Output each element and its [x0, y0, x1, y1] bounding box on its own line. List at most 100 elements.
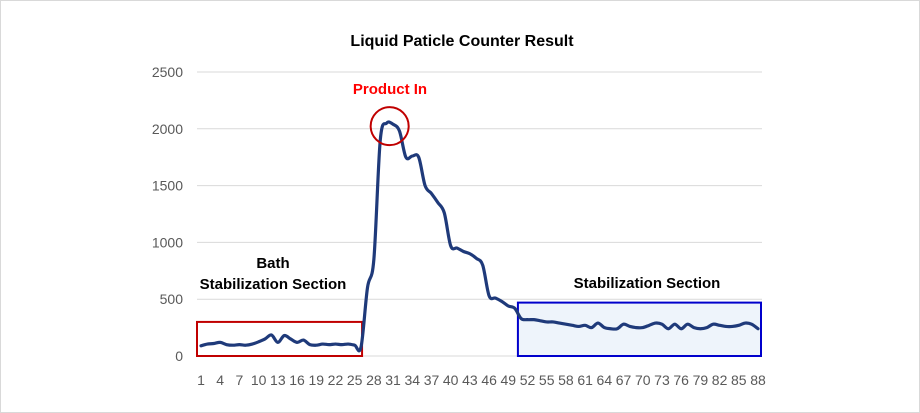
data-point: [283, 334, 286, 337]
x-tick-label: 82: [712, 372, 728, 388]
data-point: [475, 257, 478, 260]
data-point: [296, 341, 299, 344]
data-point: [488, 294, 491, 297]
x-tick-label: 52: [520, 372, 536, 388]
x-tick-label: 49: [501, 372, 517, 388]
data-point: [692, 326, 695, 329]
y-tick-label: 1500: [152, 178, 183, 194]
data-point: [347, 343, 350, 346]
data-point: [424, 184, 427, 187]
x-tick-label: 16: [289, 372, 305, 388]
data-point: [552, 320, 555, 323]
data-point: [232, 344, 235, 347]
x-tick-label: 43: [462, 372, 478, 388]
data-point: [200, 344, 203, 347]
x-tick-label: 67: [616, 372, 632, 388]
x-tick-label: 61: [577, 372, 593, 388]
data-point: [584, 324, 587, 327]
x-tick-label: 19: [308, 372, 324, 388]
peak-highlight-circle: [369, 106, 410, 147]
data-point: [494, 297, 497, 300]
data-point: [308, 343, 311, 346]
data-point: [737, 324, 740, 327]
data-point: [603, 326, 606, 329]
x-tick-label: 55: [539, 372, 555, 388]
data-point: [251, 343, 254, 346]
x-axis-tick-labels: 1 4 7 10 13 16 19 22 25 28 31 34 37 40 43 46 49 52 55 58 61 6…: [197, 372, 766, 388]
y-axis-tick-labels: 0 500 1000 1500 2000 2500: [152, 64, 183, 364]
data-point: [321, 343, 324, 346]
data-point: [302, 339, 305, 342]
x-tick-label: 13: [270, 372, 286, 388]
data-point: [590, 326, 593, 329]
data-point: [238, 343, 241, 346]
data-point: [257, 340, 260, 343]
data-point: [616, 327, 619, 330]
data-point: [558, 322, 561, 325]
x-tick-label: 64: [597, 372, 613, 388]
data-point: [481, 264, 484, 267]
data-point: [680, 327, 683, 330]
x-tick-label: 31: [385, 372, 401, 388]
product-in-label: Product In: [353, 81, 427, 98]
x-tick-label: 40: [443, 372, 459, 388]
data-point: [398, 130, 401, 133]
x-tick-label: 10: [251, 372, 267, 388]
series-layer: [199, 120, 760, 353]
y-tick-label: 500: [160, 291, 184, 307]
data-point: [212, 342, 215, 345]
data-point: [520, 317, 523, 320]
x-tick-label: 4: [216, 372, 224, 388]
data-point: [744, 322, 747, 325]
x-tick-label: 7: [236, 372, 244, 388]
data-point: [276, 341, 279, 344]
data-point: [628, 325, 631, 328]
data-point: [270, 333, 273, 336]
data-point: [340, 343, 343, 346]
x-tick-label: 25: [347, 372, 363, 388]
data-point: [596, 322, 599, 325]
data-point: [526, 318, 529, 321]
data-point: [264, 337, 267, 340]
data-point: [673, 323, 676, 326]
bath-label-line1: Bath: [256, 255, 289, 272]
data-point: [539, 319, 542, 322]
data-point: [635, 326, 638, 329]
series-line: [199, 120, 760, 353]
data-point: [757, 327, 760, 330]
data-point: [564, 323, 567, 326]
data-point: [513, 307, 516, 310]
x-tick-label: 76: [673, 372, 689, 388]
data-point: [718, 324, 721, 327]
data-point: [372, 258, 375, 261]
data-point: [699, 327, 702, 330]
data-point: [289, 337, 292, 340]
stabilization-section-label: Stabilization Section: [574, 275, 721, 292]
data-point: [648, 324, 651, 327]
data-point: [731, 325, 734, 328]
x-tick-label: 1: [197, 372, 205, 388]
data-point: [328, 343, 331, 346]
x-tick-label: 85: [731, 372, 747, 388]
x-tick-label: 88: [750, 372, 766, 388]
data-point: [654, 322, 657, 325]
data-point: [609, 327, 612, 330]
data-point: [404, 156, 407, 159]
data-point: [206, 343, 209, 346]
y-tick-label: 0: [175, 348, 183, 364]
x-tick-label: 37: [424, 372, 440, 388]
data-point: [456, 247, 459, 250]
data-point: [417, 156, 420, 159]
data-point: [468, 252, 471, 255]
data-point: [430, 192, 433, 195]
data-point: [686, 323, 689, 326]
y-tick-label: 2500: [152, 64, 183, 80]
y-tick-label: 2000: [152, 121, 183, 137]
data-point: [571, 324, 574, 327]
data-point: [436, 201, 439, 204]
data-point: [462, 250, 465, 253]
data-point: [225, 343, 228, 346]
x-tick-label: 28: [366, 372, 382, 388]
